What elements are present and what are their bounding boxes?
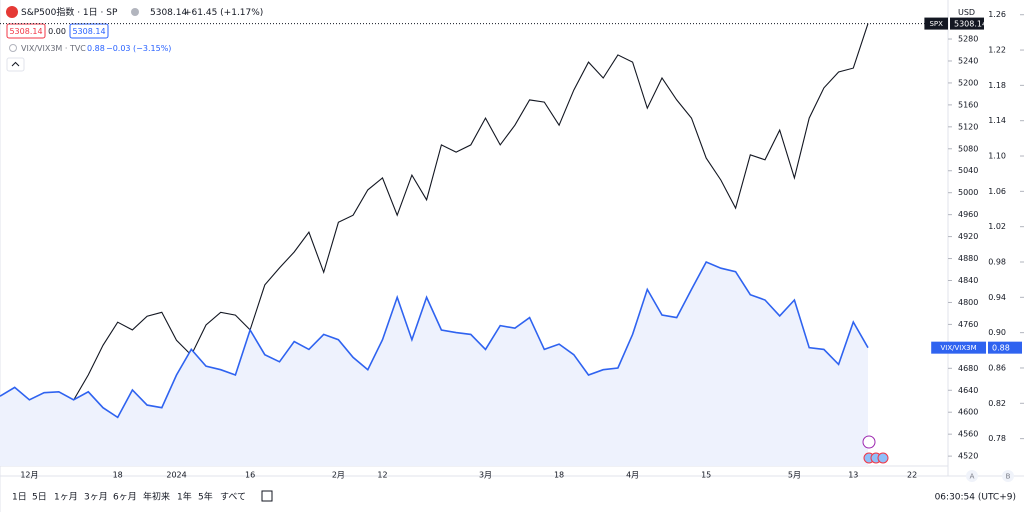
y-tick-label: 5120 [958,122,978,131]
x-tick-label: 18 [554,471,564,480]
y2-tick-label: 0.98 [988,257,1006,266]
y2-tick-label: 1.14 [988,116,1006,125]
x-tick-label: 16 [245,471,255,480]
y2-tick-label: 0.82 [988,399,1006,408]
y2-tick-label: 1.26 [988,10,1006,19]
x-tick-label: 4月 [626,471,639,480]
collapse-icon [11,61,20,67]
compare-value: 0.88 [87,44,105,53]
x-tick-label: 3月 [479,471,492,480]
compare-change: −0.03 (−3.15%) [106,44,171,53]
symbol-icon [6,6,18,18]
scale-button-label: A [970,473,975,481]
y-tick-label: 5200 [958,78,978,87]
y-tick-label: 4760 [958,320,978,329]
range-button[interactable]: 5年 [198,491,213,503]
series-badge-label: SPX [929,20,943,28]
x-tick-label: 13 [848,471,858,480]
y2-tick-label: 1.10 [988,152,1006,161]
spread: 0.00 [48,27,66,36]
y2-tick-label: 1.18 [988,81,1006,90]
range-button[interactable]: 1日 [12,492,27,503]
y-tick-label: 5280 [958,35,978,44]
x-tick-label: 12 [377,471,387,480]
visibility-icon[interactable] [9,44,17,52]
event-icon [862,435,876,449]
y-tick-label: 4960 [958,210,978,219]
y-tick-label: 5160 [958,100,978,109]
y2-tick-label: 1.22 [988,46,1006,55]
scale-button[interactable] [1002,470,1014,482]
x-tick-label: 22 [907,471,917,480]
clock[interactable]: 06:30:54 (UTC+9) [935,493,1016,503]
last-value-badge [950,17,984,30]
range-button[interactable]: 年初来 [143,491,170,503]
change: +61.45 (+1.17%) [184,8,263,18]
series-badge [931,341,986,354]
range-button[interactable]: 1ヶ月 [54,492,78,503]
scale-button-label: B [1006,473,1011,481]
symbol-title[interactable]: S&P500指数 · 1日 · SP [21,6,118,18]
y-tick-label: 5040 [958,166,978,175]
y2-tick-label: 1.06 [988,187,1006,196]
series-line [0,23,869,438]
y-tick-label: 4840 [958,276,978,285]
y2-tick-label: 0.90 [988,328,1006,337]
x-tick-label: 5月 [788,471,801,480]
y-tick-label: 5080 [958,144,978,153]
market-status [131,8,139,16]
x-tick-label: 2024 [166,471,186,480]
y-tick-label: 4520 [958,452,978,461]
date-range-icon[interactable] [261,490,273,502]
currency[interactable]: USD [958,8,975,17]
y-tick-label: 5240 [958,56,978,65]
y-tick-label: 4560 [958,430,978,439]
x-tick-label: 2月 [332,471,345,480]
y2-tick-label: 0.94 [988,293,1006,302]
range-button[interactable]: 5日 [32,492,47,503]
y-tick-label: 4640 [958,386,978,395]
series-line [0,260,869,419]
last-value: 0.88 [992,344,1010,353]
buy-price: 5308.14 [72,27,105,36]
y-tick-label: 4600 [958,408,978,417]
y-tick-label: 5000 [958,188,978,197]
sell-box[interactable] [6,23,46,39]
y2-tick-label: 1.02 [988,222,1006,231]
y-tick-label: 4880 [958,254,978,263]
last-value-badge [988,341,1022,354]
collapse-button[interactable] [6,57,25,72]
x-tick-label: 18 [113,471,123,480]
scale-button[interactable] [966,470,978,482]
y-tick-label: 4800 [958,298,978,307]
buy-box[interactable] [69,23,109,39]
price: 5308.14 [150,8,187,18]
y-tick-label: 4680 [958,364,978,373]
range-button[interactable]: 6ヶ月 [113,492,137,503]
last-value: 5308.14 [954,20,987,29]
y2-tick-label: 0.78 [988,434,1006,443]
range-button[interactable]: 3ヶ月 [84,492,108,503]
area-fill [0,262,868,466]
sell-price: 5308.14 [9,27,42,36]
range-button[interactable]: すべて [220,492,246,503]
series-badge [924,17,948,30]
x-tick-label: 15 [701,471,711,480]
x-tick-label: 12月 [20,471,38,480]
series-badge-label: VIX/VIX3M [941,344,977,352]
compare-title: VIX/VIX3M · TVC [21,44,86,53]
event-flag [877,452,889,464]
y-tick-label: 4920 [958,232,978,241]
y2-tick-label: 0.86 [988,363,1006,372]
range-button[interactable]: 1年 [177,491,192,503]
